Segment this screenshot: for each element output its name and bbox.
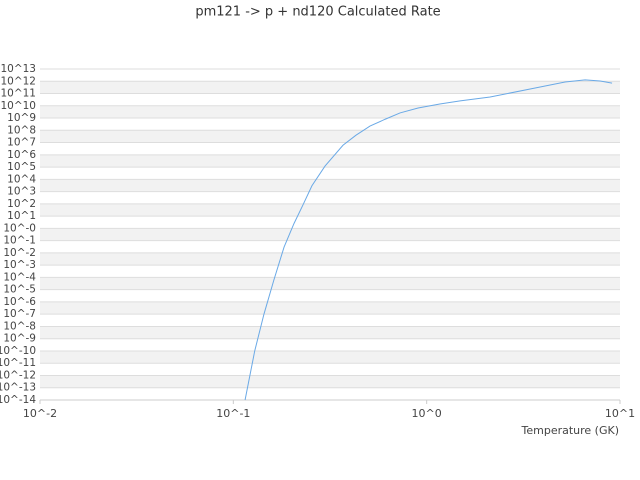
series-line	[244, 79, 613, 401]
y-tick-label: 10^10	[0, 100, 36, 112]
y-tick-label: 10^-8	[3, 320, 36, 332]
grid-band	[40, 130, 620, 143]
y-tick-label: 10^2	[7, 198, 36, 210]
y-tick-label: 10^8	[7, 124, 36, 136]
y-tick-label: 10^-9	[3, 333, 36, 345]
y-tick-label: 10^-5	[3, 284, 36, 296]
y-tick-label: 10^-11	[0, 357, 36, 369]
x-tick-label: 10^0	[412, 407, 442, 420]
y-tick-label: 10^-10	[0, 345, 36, 357]
y-tick-label: 10^4	[7, 173, 36, 185]
x-axis-label: Temperature (GK)	[521, 424, 620, 437]
grid-band	[40, 252, 620, 266]
chart-title: pm121 -> p + nd120 Calculated Rate	[195, 5, 440, 20]
y-tick-label: 10^5	[7, 161, 36, 173]
y-tick-label: 10^-7	[3, 308, 36, 320]
y-tick-label: 10^-4	[3, 271, 36, 283]
y-tick-label: 10^-1	[3, 235, 36, 247]
y-tick-label: 10^12	[0, 75, 36, 87]
grid-band	[40, 105, 620, 119]
grid-band	[40, 179, 620, 192]
y-tick-label: 10^9	[7, 112, 36, 124]
y-tick-label: 10^-3	[3, 259, 36, 271]
y-tick-label: 10^-13	[0, 382, 36, 394]
grid-band	[40, 277, 620, 290]
y-tick-label: 10^3	[7, 186, 36, 198]
grid-band	[40, 375, 620, 388]
grid-band	[40, 326, 620, 339]
y-tick-label: 10^-0	[3, 222, 36, 234]
y-tick-label: 10^-6	[3, 296, 36, 308]
grid-band	[40, 228, 620, 241]
y-tick-label: 10^1	[7, 210, 36, 222]
y-tick-label: 10^-14	[0, 394, 36, 406]
y-tick-label: 10^6	[7, 149, 36, 161]
x-tick-label: 10^-2	[23, 407, 57, 420]
x-tick-label: 10^-1	[216, 407, 250, 420]
grid	[40, 68, 620, 401]
x-tick-label: 10^1	[605, 407, 635, 420]
y-tick-label: 10^11	[0, 88, 36, 100]
y-tick-label: 10^13	[0, 63, 36, 75]
grid-band	[40, 81, 620, 94]
grid-band	[40, 203, 620, 217]
grid-band	[40, 350, 620, 364]
y-tick-label: 10^7	[7, 137, 36, 149]
grid-band	[40, 301, 620, 315]
y-tick-label: 10^-2	[3, 247, 36, 259]
y-tick-label: 10^-12	[0, 369, 36, 381]
